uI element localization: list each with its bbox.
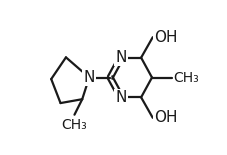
Text: OH: OH xyxy=(154,30,177,45)
Text: OH: OH xyxy=(154,110,177,125)
Text: N: N xyxy=(83,70,94,85)
Text: CH₃: CH₃ xyxy=(173,71,199,84)
Text: N: N xyxy=(115,50,126,65)
Text: N: N xyxy=(115,90,126,105)
Text: CH₃: CH₃ xyxy=(61,118,87,132)
